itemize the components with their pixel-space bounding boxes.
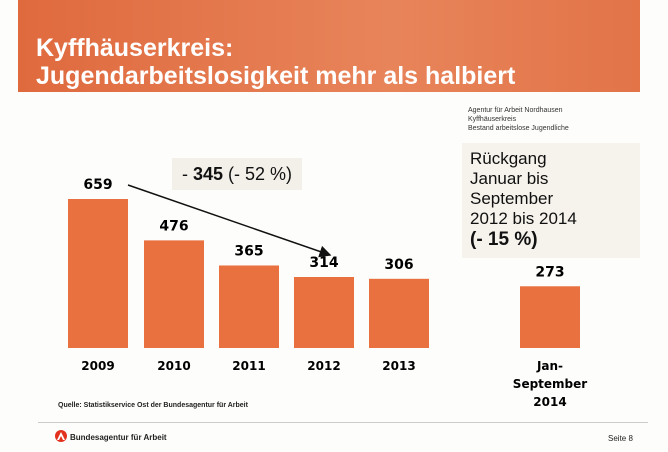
header-band: [18, 0, 640, 92]
bar-2: [219, 265, 279, 348]
chart-source-note: Agentur für Arbeit Nordhausen Kyffhäuser…: [468, 107, 569, 132]
value-label: 314: [309, 255, 338, 271]
trend-arrow: [127, 184, 332, 258]
bar-0: [68, 199, 128, 348]
footer-divider: [38, 422, 648, 423]
bar-5: [520, 286, 580, 348]
bar-4: [369, 278, 429, 348]
bar-1: [144, 240, 204, 348]
value-label: 365: [234, 243, 263, 259]
category-label: 2011: [232, 359, 265, 373]
page-number: Seite 8: [608, 434, 633, 443]
category-label: Jan-: [536, 359, 563, 373]
category-label: 2014: [533, 395, 566, 409]
value-label: 476: [159, 218, 188, 234]
decline-box: Rückgang Januar bis September 2012 bis 2…: [462, 143, 640, 258]
ba-logo-icon: [55, 430, 67, 442]
category-label: 2013: [382, 359, 415, 373]
slide-title: Kyffhäuserkreis: Jugendarbeitslosigkeit …: [36, 34, 516, 90]
value-label: 659: [83, 177, 112, 193]
bar-3: [294, 277, 354, 348]
category-label: September: [513, 377, 587, 391]
footer-org: Bundesagentur für Arbeit: [70, 433, 167, 442]
change-callout: - 345 (- 52 %): [172, 158, 302, 190]
category-label: 2009: [81, 359, 114, 373]
value-label: 273: [535, 264, 564, 280]
category-label: 2010: [157, 359, 190, 373]
category-label: 2012: [307, 359, 340, 373]
source-text: Quelle: Statistikservice Ost der Bundesa…: [58, 402, 248, 409]
value-label: 306: [384, 257, 413, 273]
